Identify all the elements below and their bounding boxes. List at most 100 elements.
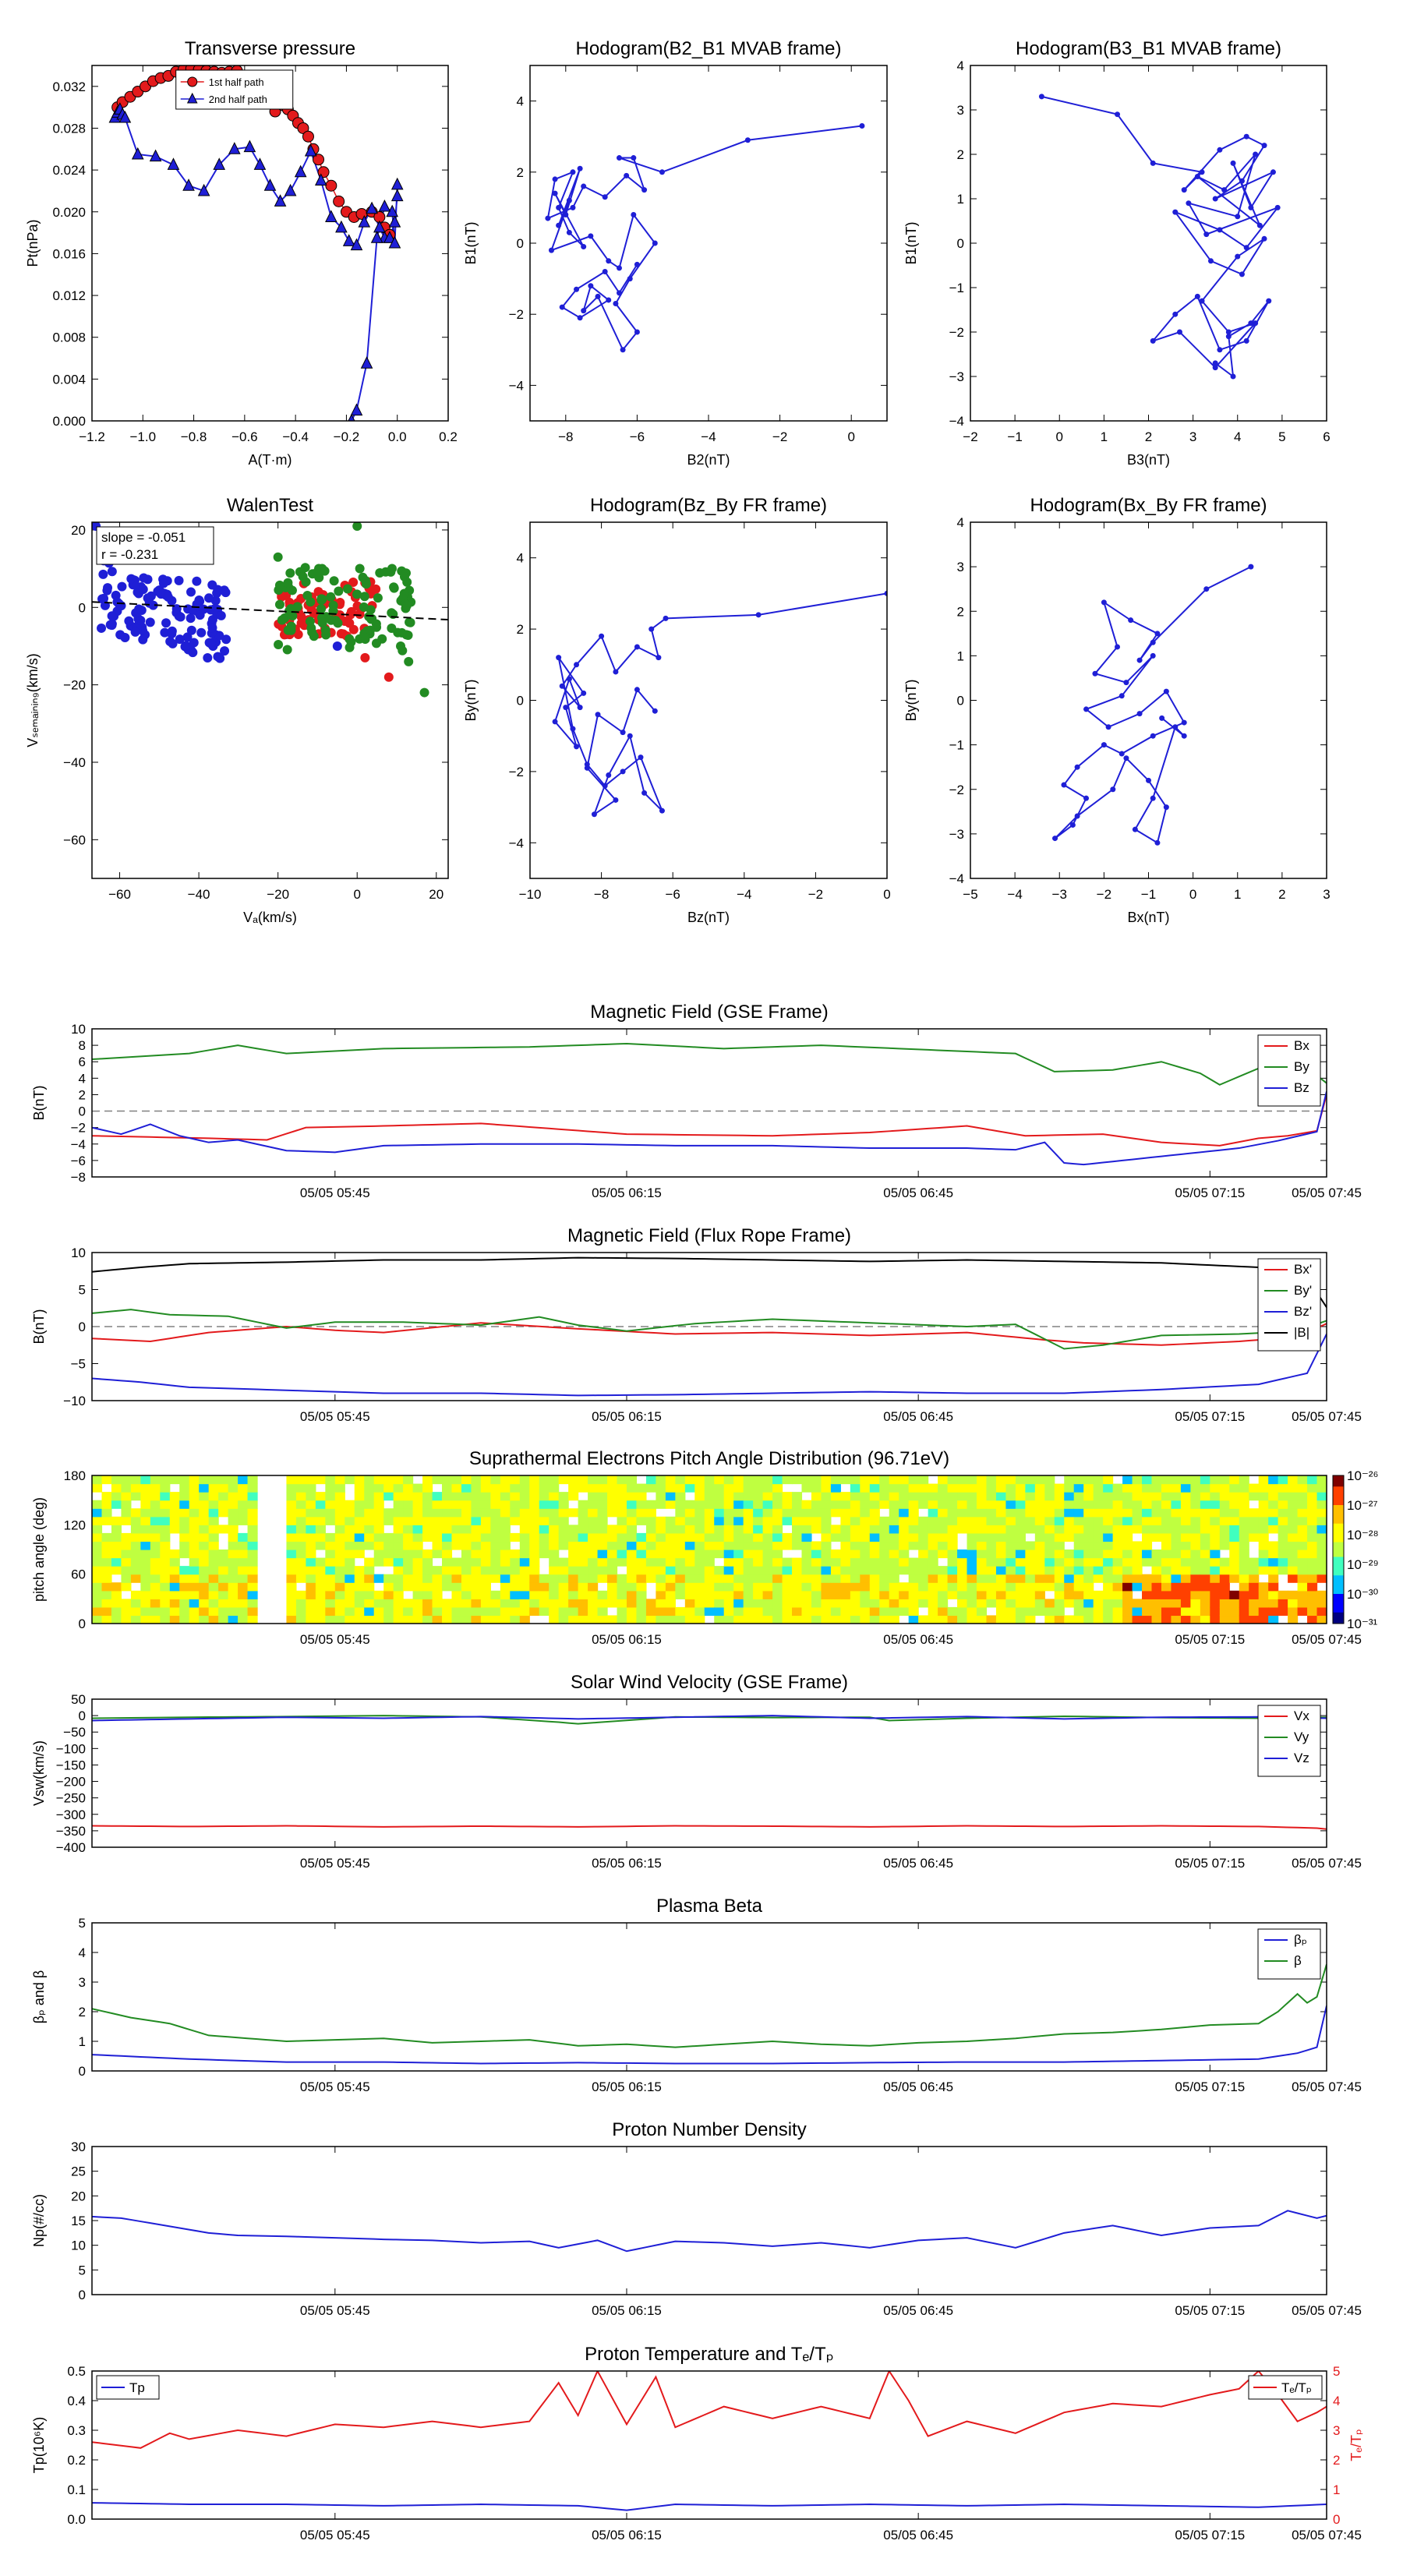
heatmap-cell: [169, 1599, 180, 1608]
heatmap-cell: [1258, 1549, 1269, 1559]
heatmap-cell: [121, 1500, 132, 1509]
heatmap-cell: [306, 1508, 316, 1518]
hodogram-point: [577, 705, 583, 711]
heatmap-cell: [325, 1566, 336, 1575]
heatmap-cell: [160, 1516, 171, 1525]
heatmap-cell: [1190, 1582, 1201, 1592]
heatmap-cell: [753, 1500, 764, 1509]
heatmap-cell: [995, 1475, 1007, 1485]
y-tick-label: −6: [71, 1154, 86, 1168]
heatmap-cell: [656, 1590, 666, 1599]
heatmap-cell: [295, 1525, 306, 1534]
heatmap-cell: [286, 1483, 297, 1493]
heatmap-cell: [1142, 1492, 1153, 1501]
heatmap-cell: [1015, 1606, 1026, 1617]
heatmap-cell: [1219, 1492, 1230, 1501]
heatmap-cell: [247, 1500, 258, 1509]
colorbar-cell: [1333, 1597, 1344, 1602]
heatmap-cell: [645, 1557, 657, 1567]
heatmap-cell: [490, 1492, 501, 1501]
heatmap-cell: [694, 1525, 705, 1534]
heatmap-cell: [1132, 1500, 1143, 1509]
hodogram-point: [1092, 670, 1098, 677]
heatmap-cell: [645, 1532, 657, 1542]
heatmap-cell: [432, 1525, 443, 1534]
heatmap-cell: [519, 1549, 530, 1559]
hodogram-point: [606, 297, 612, 303]
heatmap-cell: [995, 1525, 1007, 1534]
heatmap-cell: [1054, 1566, 1065, 1575]
y-tick-label: −400: [56, 1840, 86, 1855]
heatmap-cell: [1151, 1599, 1162, 1608]
heatmap-cell: [549, 1549, 560, 1559]
heatmap-cell: [889, 1590, 899, 1599]
heatmap-cell: [694, 1516, 705, 1525]
heatmap-cell: [607, 1566, 618, 1575]
heatmap-cell: [578, 1566, 588, 1575]
walen-point: [307, 569, 317, 579]
heatmap-cell: [1122, 1500, 1133, 1509]
heatmap-cell: [1258, 1599, 1269, 1608]
heatmap-cell: [1005, 1483, 1016, 1493]
x-tick-label: 0.2: [439, 429, 458, 444]
heatmap-cell: [539, 1508, 550, 1518]
heatmap-cell: [480, 1549, 491, 1559]
walen-point: [399, 572, 409, 582]
chart-title: Magnetic Field (GSE Frame): [590, 1002, 828, 1023]
heatmap-cell: [529, 1541, 540, 1550]
heatmap-cell: [286, 1516, 297, 1525]
heatmap-cell: [1122, 1475, 1133, 1485]
hodogram-point: [1176, 329, 1182, 335]
y-tick-label: 0: [79, 1320, 86, 1334]
heatmap-cell: [636, 1557, 647, 1567]
heatmap-cell: [617, 1606, 627, 1617]
heatmap-cell: [101, 1508, 112, 1518]
heatmap-cell: [345, 1615, 355, 1624]
heatmap-cell: [1132, 1557, 1143, 1567]
heatmap-cell: [860, 1532, 871, 1542]
heatmap-cell: [208, 1599, 219, 1608]
heatmap-cell: [121, 1566, 132, 1575]
heatmap-cell: [1297, 1516, 1308, 1525]
heatmap-cell: [1180, 1500, 1191, 1509]
heatmap-cell: [1103, 1532, 1114, 1542]
heatmap-cell: [899, 1549, 910, 1559]
x-tick-label: 2: [1278, 887, 1285, 902]
heatmap-cell: [656, 1532, 666, 1542]
heatmap-cell: [140, 1582, 151, 1592]
heatmap-cell: [1044, 1525, 1055, 1534]
heatmap-cell: [228, 1615, 239, 1624]
heatmap-cell: [568, 1475, 579, 1485]
heatmap-cell: [782, 1590, 793, 1599]
heatmap-cell: [179, 1492, 190, 1501]
heatmap-cell: [1239, 1525, 1249, 1534]
heatmap-cell: [490, 1532, 501, 1542]
y-tick-label: 1: [957, 648, 964, 663]
y-tick-label: −4: [509, 836, 524, 850]
heatmap-cell: [1132, 1508, 1143, 1518]
heatmap-cell: [617, 1549, 627, 1559]
heatmap-cell: [1210, 1475, 1221, 1485]
walen-point: [296, 618, 306, 628]
heatmap-cell: [422, 1516, 433, 1525]
heatmap-cell: [1151, 1566, 1162, 1575]
heatmap-cell: [373, 1500, 384, 1509]
hodogram-point: [559, 304, 565, 310]
heatmap-cell: [723, 1483, 734, 1493]
heatmap-cell: [345, 1574, 355, 1583]
heatmap-cell: [714, 1483, 725, 1493]
x-tick-label: −6: [630, 429, 645, 444]
walen-point: [213, 652, 223, 662]
heatmap-cell: [1288, 1615, 1299, 1624]
heatmap-cell: [899, 1557, 910, 1567]
heatmap-cell: [860, 1541, 871, 1550]
heatmap-cell: [1229, 1525, 1240, 1534]
heatmap-cell: [354, 1508, 365, 1518]
heatmap-cell: [675, 1500, 686, 1509]
heatmap-cell: [549, 1500, 560, 1509]
heatmap-cell: [1219, 1615, 1230, 1624]
data-point-2nd: [391, 189, 404, 202]
heatmap-cell: [899, 1525, 910, 1534]
heatmap-cell: [1044, 1549, 1055, 1559]
heatmap-cell: [189, 1582, 200, 1592]
